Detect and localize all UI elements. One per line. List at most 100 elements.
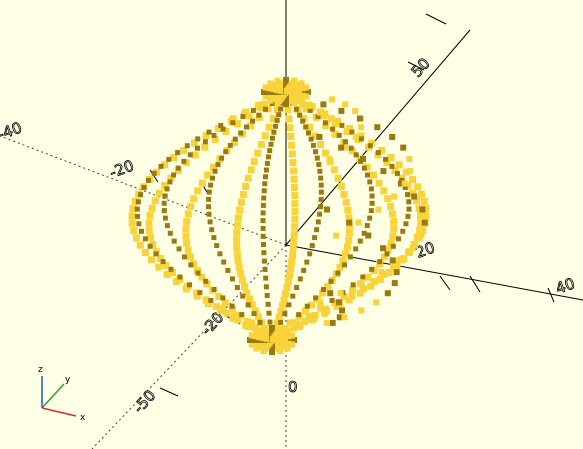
voxel-block (308, 136, 314, 142)
voxel-block (345, 214, 353, 222)
voxel-block (145, 219, 153, 227)
voxel-block (214, 243, 220, 249)
voxel-block (418, 190, 426, 198)
voxel-block (139, 228, 144, 234)
voxel-block (267, 80, 274, 87)
voxel-block (405, 192, 411, 198)
voxel-block (260, 325, 267, 332)
tick-y-neg50 (159, 387, 179, 397)
voxel-block (385, 269, 393, 277)
voxel-block (283, 101, 289, 108)
voxel-block (182, 254, 187, 260)
voxel-block (195, 136, 201, 142)
voxel-block (282, 290, 290, 298)
voxel-block (208, 182, 214, 188)
voxel-block (318, 196, 324, 202)
voxel-block (365, 232, 372, 239)
voxel-block (291, 100, 298, 107)
voxel-block (393, 269, 400, 276)
voxel-block (342, 139, 348, 145)
voxel-block (183, 217, 191, 225)
voxel-block (389, 210, 397, 218)
voxel-block (218, 122, 224, 128)
voxel-block (396, 236, 401, 242)
voxel-block (184, 210, 192, 218)
voxel-block (263, 106, 268, 112)
voxel-block (311, 311, 319, 319)
voxel-block (254, 313, 262, 321)
voxel-block (132, 234, 140, 242)
voxel-block (338, 107, 345, 114)
x-axis-negative (0, 135, 287, 246)
voxel-block (317, 299, 324, 306)
voxel-block (347, 254, 353, 260)
voxel-block (339, 307, 346, 314)
voxel-block (128, 219, 136, 227)
voxel-block (190, 260, 198, 268)
gizmo-x-label: x (80, 413, 86, 423)
voxel-block (279, 302, 286, 310)
voxel-block (345, 236, 353, 244)
voxel-block (225, 267, 231, 273)
voxel-block (229, 303, 235, 309)
voxel-block (261, 242, 266, 247)
voxel-block (284, 328, 291, 335)
voxel-block (217, 251, 223, 257)
voxel-block (138, 192, 144, 198)
voxel-block (163, 270, 171, 278)
voxel-block (334, 174, 342, 182)
voxel-block (417, 212, 424, 220)
gizmo-y-label: y (65, 375, 71, 385)
gizmo-x-axis (41, 407, 77, 417)
voxel-block (202, 132, 210, 140)
voxel-block (260, 348, 267, 355)
voxel-block (167, 174, 175, 182)
voxel-block (399, 177, 405, 183)
x-axis-positive (285, 244, 583, 301)
voxel-block (289, 251, 296, 259)
voxel-block (286, 319, 294, 327)
voxel-block (281, 334, 288, 341)
voxel-block (336, 132, 342, 138)
voxel-block (229, 305, 236, 313)
voxel-block (315, 114, 321, 120)
label-origin: 0 (288, 378, 298, 396)
voxel-block (290, 324, 298, 332)
voxel-block (306, 130, 311, 136)
voxel-block (330, 166, 338, 174)
voxel-block (369, 193, 375, 199)
voxel-block (378, 269, 385, 276)
voxel-block (317, 304, 325, 312)
voxel-block (291, 223, 299, 231)
voxel-block (352, 107, 359, 114)
voxel-block (277, 308, 285, 316)
voxel-block (274, 335, 281, 342)
tick-x-40 (547, 287, 555, 303)
voxel-block (400, 228, 406, 234)
voxel-block (244, 124, 249, 130)
voxel-block (287, 133, 295, 140)
voxel-block (302, 105, 310, 113)
voxel-block (148, 204, 156, 212)
voxel-block (212, 168, 218, 174)
lattice-sphere-model[interactable] (128, 76, 430, 356)
voxel-block (260, 225, 266, 231)
voxel-block (368, 208, 374, 214)
voxel-block (171, 172, 177, 178)
voxel-block (269, 135, 275, 141)
voxel-block (296, 312, 302, 318)
voxel-block (241, 283, 249, 291)
voxel-block (333, 303, 341, 311)
voxel-block (290, 293, 296, 299)
voxel-block (406, 199, 412, 205)
voxel-block (230, 120, 236, 126)
voxel-block (308, 301, 315, 309)
voxel-block (184, 246, 192, 254)
label-x-neg40: -40 (0, 118, 24, 143)
voxel-block (285, 115, 293, 123)
voxel-block (324, 206, 330, 213)
voxel-block (380, 187, 388, 195)
tick-x-neg20 (149, 169, 159, 183)
